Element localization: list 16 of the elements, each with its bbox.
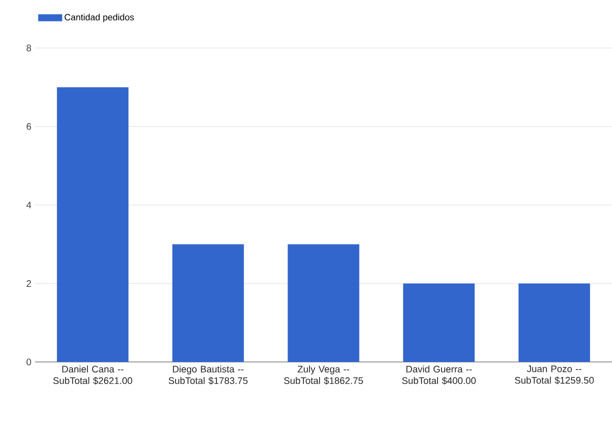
x-tick-label: David Guerra -- SubTotal $400.00 [402,366,476,385]
bar [172,244,244,362]
y-tick-label: 4 [26,202,32,208]
bar [288,244,360,362]
legend-label: Cantidad pedidos [64,14,134,22]
x-tick-label: Juan Pozo -- SubTotal $1259.50 [514,366,594,384]
y-tick-label: 2 [26,280,31,287]
x-tick-label: Diego Bautista -- SubTotal $1783.75 [168,366,248,385]
bar [518,284,590,362]
y-tick-label: 6 [26,123,32,130]
bar [56,87,128,362]
y-tick-label: 8 [26,44,32,52]
bar [403,284,475,362]
x-tick-label: Zuly Vega -- SubTotal $1862.75 [284,366,363,385]
x-tick-label: Daniel Cana -- SubTotal $2621.00 [53,366,132,385]
y-tick-label: 0 [26,358,32,366]
